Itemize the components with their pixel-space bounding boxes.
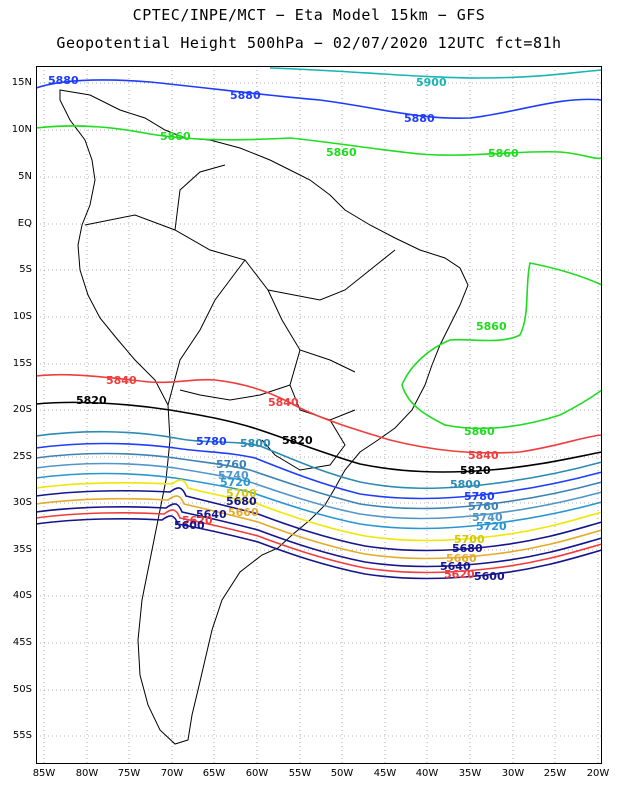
contour-labels: 5900 5880 5880 5880 5860 5860 5860 5860 … (48, 74, 519, 583)
label-5680: 5680 (226, 495, 257, 508)
label-5860: 5860 (488, 147, 519, 160)
lat-label: 10N (11, 124, 32, 135)
contour-5720 (35, 472, 603, 530)
label-5840: 5840 (468, 449, 499, 462)
label-5660: 5660 (446, 552, 477, 565)
label-5720: 5720 (476, 520, 507, 533)
label-5860: 5860 (476, 320, 507, 333)
contour-5640 (35, 503, 603, 568)
label-5660: 5660 (228, 506, 259, 519)
lat-label: 5N (18, 171, 32, 182)
label-5860: 5860 (464, 425, 495, 438)
lon-label: 30W (501, 768, 525, 779)
contour-5600 (35, 515, 603, 580)
lon-label: 80W (75, 768, 99, 779)
lat-label: 20S (12, 404, 32, 415)
lon-label: 35W (458, 768, 482, 779)
contour-5780 (35, 442, 603, 500)
continent-outline (59, 89, 469, 745)
label-5600: 5600 (174, 519, 205, 532)
contour-5860-south (401, 262, 603, 430)
lon-label: 45W (373, 768, 397, 779)
label-5620: 5620 (444, 568, 475, 581)
label-5620: 5620 (182, 514, 213, 527)
contour-5900 (269, 67, 603, 79)
label-5780: 5780 (196, 435, 227, 448)
lat-label: 15S (12, 358, 32, 369)
lon-label: 25W (543, 768, 567, 779)
lat-label: 25S (12, 451, 32, 462)
label-5840: 5840 (106, 374, 137, 387)
label-5700: 5700 (226, 487, 257, 500)
contour-5820 (35, 401, 603, 473)
lon-label: 40W (415, 768, 439, 779)
label-5700: 5700 (454, 533, 485, 546)
label-5640: 5640 (196, 508, 227, 521)
label-5820: 5820 (460, 464, 491, 477)
label-5680: 5680 (452, 542, 483, 555)
lon-label: 55W (288, 768, 312, 779)
label-5860: 5860 (160, 130, 191, 143)
lon-label: 85W (32, 768, 56, 779)
label-5800: 5800 (240, 437, 271, 450)
lat-label: 15N (11, 77, 32, 88)
contour-5800 (35, 430, 603, 490)
lat-label: 50S (12, 684, 32, 695)
lon-label: 20W (586, 768, 610, 779)
lat-label: 45S (12, 637, 32, 648)
contour-5740 (35, 462, 603, 520)
contour-5620 (35, 509, 603, 574)
lat-label: 55S (12, 730, 32, 741)
contour-5880 (35, 79, 603, 120)
lat-label: 35S (12, 544, 32, 555)
contour-5700 (35, 479, 603, 542)
label-5800: 5800 (450, 478, 481, 491)
label-5720: 5720 (220, 476, 251, 489)
map-title-line-1: CPTEC/INPE/MCT − Eta Model 15km − GFS (132, 6, 486, 24)
label-5780: 5780 (464, 490, 495, 503)
label-5860: 5860 (326, 146, 357, 159)
lat-label: 30S (12, 497, 32, 508)
contour-5660 (35, 495, 603, 560)
label-5600: 5600 (474, 570, 505, 583)
label-5880: 5880 (48, 74, 79, 87)
label-5840: 5840 (268, 396, 299, 409)
contour-5840 (35, 373, 603, 454)
label-5820: 5820 (282, 434, 313, 447)
label-5760: 5760 (468, 500, 499, 513)
lon-label: 65W (202, 768, 226, 779)
lon-label: 70W (160, 768, 184, 779)
lat-label: 10S (12, 311, 32, 322)
contour-5760 (35, 452, 603, 510)
lat-label: EQ (17, 218, 32, 229)
label-5880: 5880 (230, 89, 261, 102)
lon-label: 75W (117, 768, 141, 779)
label-5760: 5760 (216, 458, 247, 471)
label-5880: 5880 (404, 112, 435, 125)
lon-label: 50W (330, 768, 354, 779)
label-5740: 5740 (472, 511, 503, 524)
contour-lines (35, 67, 603, 580)
lon-label: 60W (245, 768, 269, 779)
label-5900: 5900 (416, 76, 447, 89)
lat-label: 5S (19, 264, 32, 275)
map-title-line-2: Geopotential Height 500hPa − 02/07/2020 … (56, 34, 562, 52)
label-5740: 5740 (218, 469, 249, 482)
contour-5860-north (35, 125, 603, 160)
contour-5680 (35, 487, 603, 552)
label-5820: 5820 (76, 394, 107, 407)
label-5640: 5640 (440, 560, 471, 573)
lat-label: 40S (12, 590, 32, 601)
map-frame (36, 66, 602, 764)
